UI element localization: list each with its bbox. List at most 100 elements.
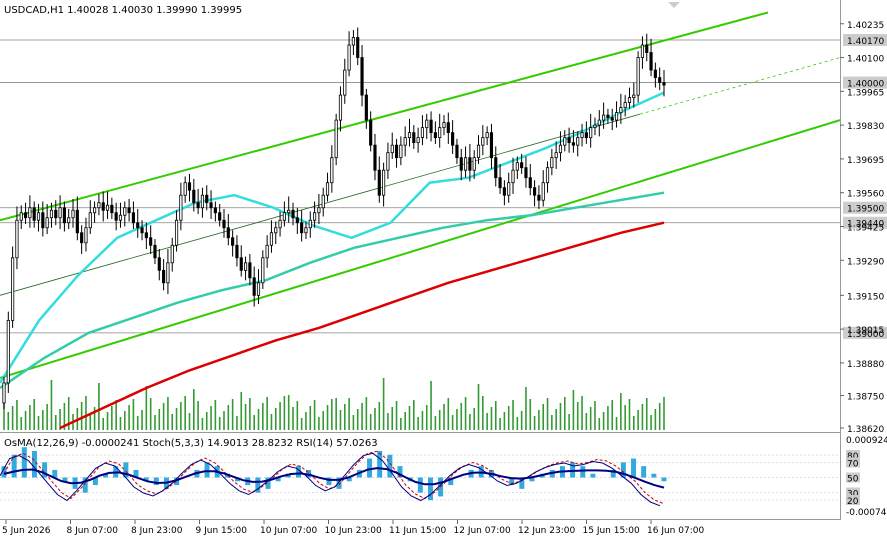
y-tick-label: 1.38880 xyxy=(847,360,884,370)
osc-level-badge xyxy=(846,472,860,483)
candle-body xyxy=(88,212,92,229)
candle-body xyxy=(19,212,23,221)
candle-body xyxy=(619,107,623,114)
channel-lower-line xyxy=(0,119,841,379)
candle-body xyxy=(545,167,550,184)
candle-body xyxy=(308,219,312,229)
price-level-badge-label: 1.39440 xyxy=(847,220,884,230)
osc-level-label: 70 xyxy=(847,460,859,470)
x-tick-label: 15 Jun 15:00 xyxy=(583,526,640,536)
x-tick-label: 10 Jun 07:00 xyxy=(260,526,317,536)
y-tick-label: 1.39830 xyxy=(847,122,884,132)
y-tick-label: 1.40235 xyxy=(847,21,884,31)
osc-bottom-value: -0.000745 xyxy=(846,508,887,518)
price-pane xyxy=(0,0,840,432)
candle-body xyxy=(226,227,230,239)
x-tick-label: 11 Jun 15:00 xyxy=(389,526,446,536)
scroll-marker-icon[interactable] xyxy=(668,2,680,8)
candle-body xyxy=(278,219,282,229)
osc-level-badge xyxy=(846,495,860,505)
y-tick-label: 1.39695 xyxy=(847,156,884,166)
price-level-badge xyxy=(843,76,887,89)
candle-body xyxy=(174,219,179,246)
candle-body xyxy=(248,262,252,279)
price-level-badge-label: 1.40170 xyxy=(847,37,884,47)
candle-body xyxy=(239,257,243,271)
osc-level-badge xyxy=(846,487,860,498)
candle-body xyxy=(205,194,209,204)
candle-body xyxy=(567,137,571,144)
candle-body xyxy=(632,94,636,98)
price-level-badge-label: 1.40000 xyxy=(847,80,884,90)
candle-body xyxy=(321,194,325,209)
channel-mid-line xyxy=(0,113,641,296)
candle-body xyxy=(502,187,506,196)
candle-body xyxy=(218,212,222,221)
candle-body xyxy=(80,232,84,244)
candle-body xyxy=(313,212,317,221)
y-tick-label: 1.38750 xyxy=(847,392,884,402)
candle-body xyxy=(28,207,32,219)
candle-body xyxy=(6,319,10,384)
candle-body xyxy=(291,209,295,219)
candle-body xyxy=(537,194,541,201)
candle-body xyxy=(140,227,144,234)
candle-body xyxy=(287,209,291,214)
y-tick-label: 1.40100 xyxy=(847,55,884,65)
x-tick-label: 12 Jun 07:00 xyxy=(454,526,511,536)
candle-body xyxy=(498,177,502,189)
candle-body xyxy=(356,37,360,58)
candle-body xyxy=(351,37,355,46)
candle-body xyxy=(653,69,657,78)
candle-body xyxy=(602,114,606,121)
candle-body xyxy=(463,157,468,171)
candle-body xyxy=(330,157,334,184)
candle-body xyxy=(187,182,192,191)
price-level-badge xyxy=(843,216,887,229)
candle-body xyxy=(489,132,494,159)
osc-level-badge xyxy=(846,457,860,468)
candle-body xyxy=(610,117,614,121)
y-tick-label: 1.39965 xyxy=(847,88,884,98)
candle-body xyxy=(563,137,567,146)
candle-body xyxy=(541,182,545,201)
candle-body xyxy=(623,102,627,109)
osc-top-value: 0.000924 xyxy=(846,436,887,446)
candle-body xyxy=(179,194,183,221)
candle-body xyxy=(554,152,558,159)
candle-body xyxy=(243,262,248,271)
candle-body xyxy=(149,237,153,246)
x-tick-label: 9 Jun 15:00 xyxy=(196,526,248,536)
x-tick-label: 8 Jun 23:00 xyxy=(131,526,183,536)
y-tick-label: 1.39425 xyxy=(847,224,884,234)
candle-body xyxy=(597,119,601,126)
candle-body xyxy=(183,182,187,196)
candle-body xyxy=(62,207,66,224)
candle-body xyxy=(166,262,170,284)
price-level-badge-label: 1.39500 xyxy=(847,205,884,215)
candle-body xyxy=(649,52,653,71)
candle-body xyxy=(407,132,412,139)
candle-body xyxy=(304,227,308,234)
candle-body xyxy=(23,212,28,219)
candle-body xyxy=(429,119,433,134)
candle-body xyxy=(468,157,472,171)
candle-body xyxy=(399,144,403,159)
candle-body xyxy=(170,244,174,264)
candle-body xyxy=(213,207,217,214)
ema-slow-line xyxy=(59,221,665,430)
candle-body xyxy=(295,217,299,224)
x-tick-label: 10 Jun 23:00 xyxy=(325,526,382,536)
x-tick-label: 8 Jun 07:00 xyxy=(67,526,119,536)
candle-body xyxy=(394,144,399,159)
y-tick-label: 1.38620 xyxy=(847,425,884,435)
candle-body xyxy=(494,157,498,179)
candle-body xyxy=(412,132,416,144)
candle-body xyxy=(32,207,36,221)
price-level-badge xyxy=(843,326,887,339)
candle-body xyxy=(438,127,442,139)
candle-body xyxy=(360,57,364,96)
candle-body xyxy=(584,132,588,139)
